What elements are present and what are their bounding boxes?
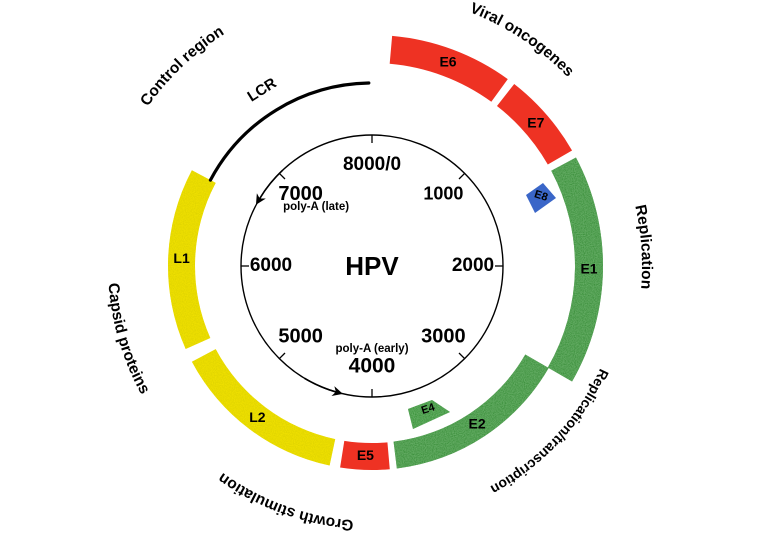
svg-text:E2: E2 [469,416,486,432]
svg-text:E1: E1 [580,261,597,277]
svg-text:8000/0: 8000/0 [343,154,401,175]
svg-text:L2: L2 [249,409,266,425]
svg-text:Growth stimulation: Growth stimulation [215,469,354,533]
svg-text:LCR: LCR [244,75,279,106]
svg-text:Capsid proteins: Capsid proteins [105,282,154,397]
svg-text:1000: 1000 [423,183,463,203]
svg-text:5000: 5000 [278,326,323,348]
svg-text:Control region: Control region [137,23,227,109]
svg-text:Replication: Replication [631,203,655,290]
svg-text:E7: E7 [527,114,544,130]
svg-text:4000: 4000 [349,355,396,378]
svg-text:HPV: HPV [345,251,399,281]
svg-text:3000: 3000 [421,326,466,348]
svg-text:6000: 6000 [250,255,292,276]
svg-text:poly-A (early): poly-A (early) [335,343,408,355]
svg-text:E6: E6 [439,53,456,69]
svg-text:L1: L1 [173,250,190,266]
svg-text:poly-A (late): poly-A (late) [283,201,349,213]
svg-text:2000: 2000 [452,255,494,276]
svg-text:E5: E5 [357,447,374,463]
